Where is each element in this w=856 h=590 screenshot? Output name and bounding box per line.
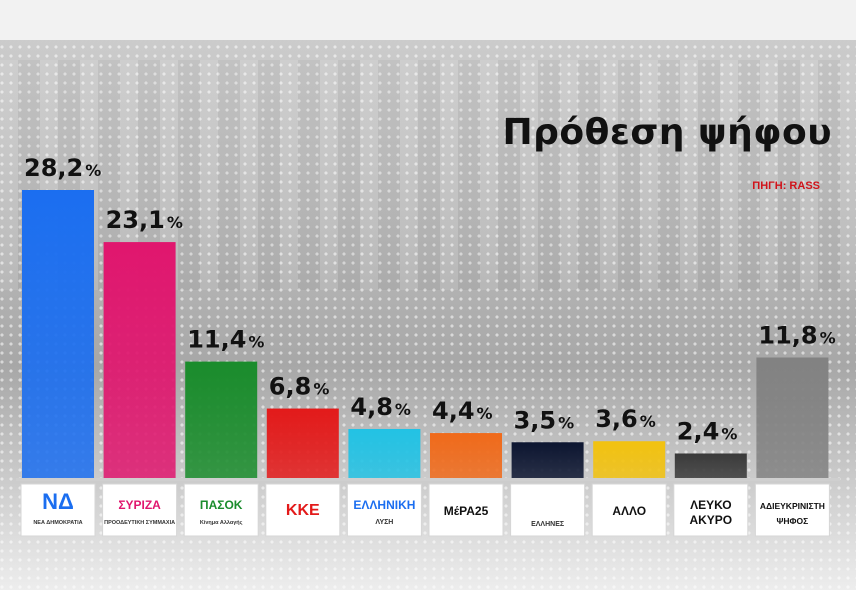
bar-3 [185, 361, 258, 478]
nd-logo-main-text: ΝΔ [42, 489, 74, 514]
kke-logo: ΚΚΕ [265, 483, 341, 537]
logo-box-8 [591, 483, 667, 537]
elliniki-lysi-logo-sub-text: ΛΥΣΗ [375, 519, 393, 526]
logo-box-1 [20, 483, 96, 537]
bar-8 [593, 441, 666, 478]
logo-box-7 [510, 483, 586, 537]
bar-2 [103, 242, 176, 478]
value-label-3: 11,4% [187, 326, 264, 354]
bar-5 [348, 428, 421, 478]
elliniki-lysi-logo-main-text: ΕΛΛΗΝΙΚΗ [353, 498, 415, 512]
logo-box-4 [265, 483, 341, 537]
logo-box-9 [673, 483, 749, 537]
logo-box-2 [102, 483, 178, 537]
mera25-logo: ΜέΡΑ25 [428, 483, 504, 537]
bar-7 [511, 442, 584, 478]
elliniki-lysi-logo: ΕΛΛΗΝΙΚΗ ΛΥΣΗ [346, 483, 422, 537]
ellines-logo: ΕΛΛΗΝΕΣ [510, 483, 586, 537]
value-label-1: 28,2% [24, 154, 101, 182]
pasok-logo-main-text: ΠΑΣΟΚ [200, 498, 243, 512]
chart-title: Πρόθεση ψήφου [502, 112, 832, 153]
bar-9 [674, 453, 747, 478]
allo-text: ΑΛΛΟ [591, 483, 667, 537]
bar-10 [756, 357, 829, 478]
syriza-logo: ΣΥΡΙΖΑ ΠΡΟΟΔΕΥΤΙΚΗ ΣΥΜΜΑΧΙΑ [102, 483, 178, 537]
logo-box-6 [428, 483, 504, 537]
value-label-4: 6,8% [269, 373, 330, 401]
syriza-logo-main-text: ΣΥΡΙΖΑ [118, 498, 161, 512]
value-label-9: 2,4% [677, 417, 738, 445]
allo-text-main-text: ΑΛΛΟ [612, 504, 646, 518]
adiefkrinisti-text-sub-text: ΨΗΦΟΣ [777, 516, 809, 526]
ellines-logo-sub-text: ΕΛΛΗΝΕΣ [531, 521, 564, 528]
bar-4 [266, 408, 339, 478]
lefko-akyro-text-main-text: ΛΕΥΚΟ [690, 498, 731, 512]
value-label-6: 4,4% [432, 397, 493, 425]
value-label-2: 23,1% [106, 206, 183, 234]
logo-box-5 [346, 483, 422, 537]
bar-1 [22, 190, 94, 478]
kke-logo-main-text: ΚΚΕ [286, 502, 320, 519]
lefko-akyro-text-sub-text: ΑΚΥΡΟ [689, 513, 732, 527]
value-label-5: 4,8% [350, 393, 411, 421]
adiefkrinisti-text-main-text: ΑΔΙΕΥΚΡΙΝΙΣΤΗ [760, 501, 825, 511]
baseline [16, 478, 840, 481]
logo-box-10 [754, 483, 830, 537]
pasok-logo: ΠΑΣΟΚ Κίνημα Αλλαγής [183, 483, 259, 537]
bar-6 [430, 433, 502, 478]
top-band [0, 0, 856, 40]
nd-logo: ΝΔ ΝΕΑ ΔΗΜΟΚΡΑΤΙΑ [20, 483, 96, 537]
value-label-10: 11,8% [758, 321, 835, 349]
mera25-logo-main-text: ΜέΡΑ25 [444, 504, 489, 518]
nd-logo-sub-text: ΝΕΑ ΔΗΜΟΚΡΑΤΙΑ [33, 520, 82, 526]
logo-box-3 [183, 483, 259, 537]
syriza-logo-sub-text: ΠΡΟΟΔΕΥΤΙΚΗ ΣΥΜΜΑΧΙΑ [104, 520, 175, 526]
pasok-logo-sub-text: Κίνημα Αλλαγής [200, 520, 243, 526]
value-label-7: 3,5% [514, 406, 575, 434]
adiefkrinisti-text: ΑΔΙΕΥΚΡΙΝΙΣΤΗ ΨΗΦΟΣ [754, 483, 830, 537]
chart-source: ΠΗΓΗ: RASS [752, 180, 820, 192]
value-label-8: 3,6% [595, 405, 656, 433]
